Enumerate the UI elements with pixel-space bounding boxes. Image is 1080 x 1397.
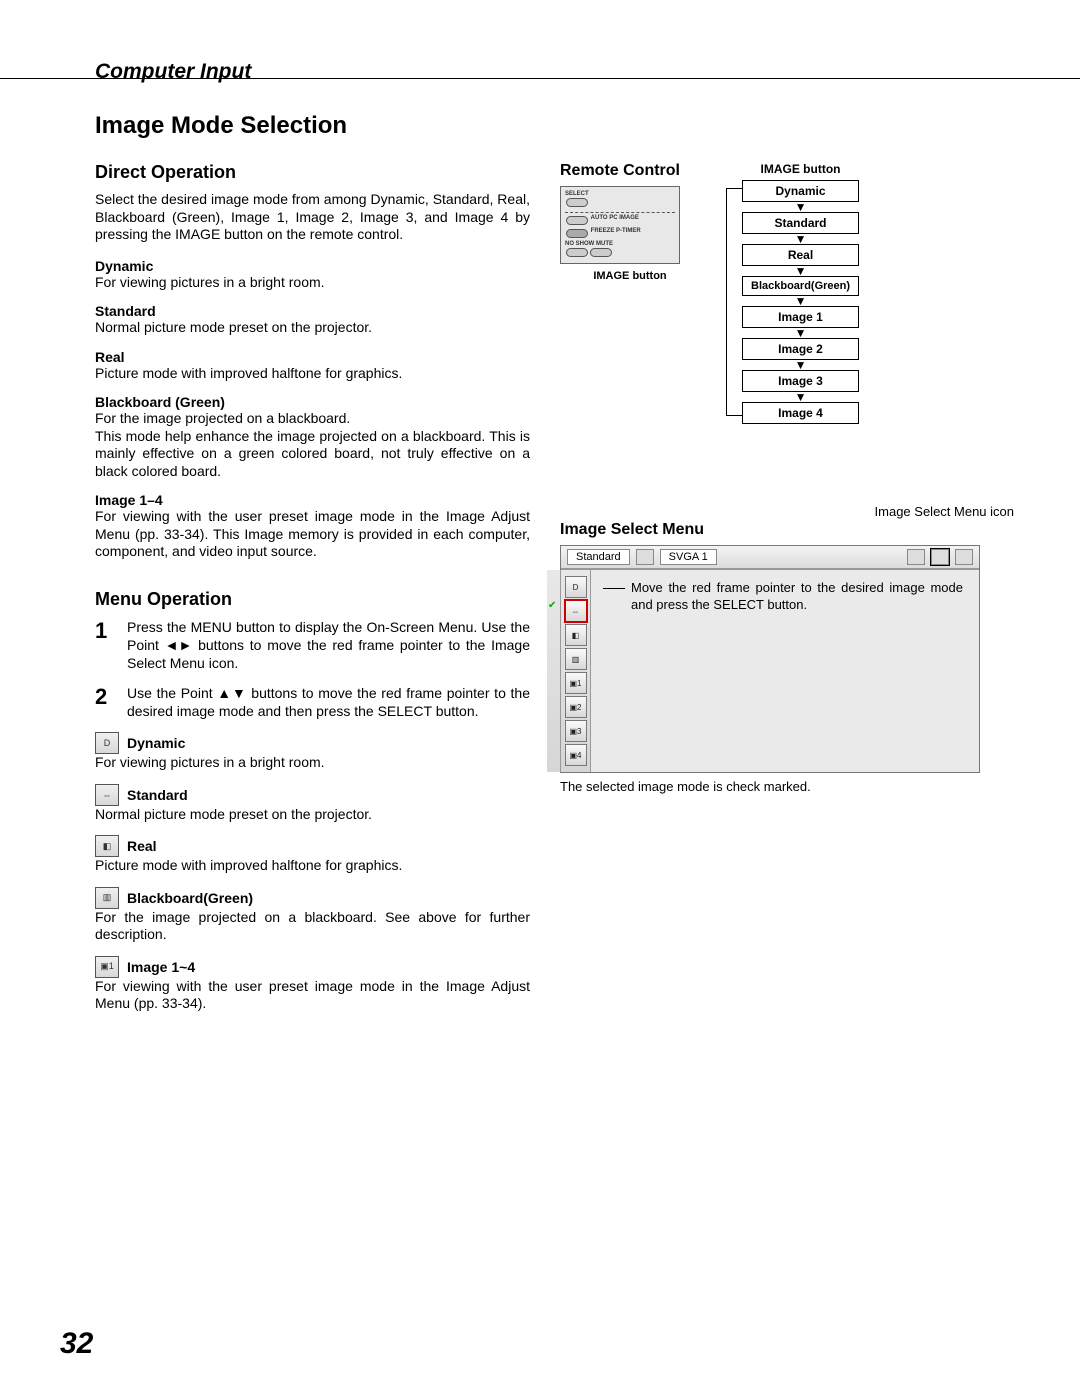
menu-dynamic-title: Dynamic — [127, 735, 185, 751]
flow-image1: Image 1 — [742, 306, 859, 328]
step-2: 2 Use the Point ▲▼ buttons to move the r… — [95, 684, 530, 720]
osd-top-icon2 — [907, 549, 925, 565]
mode-real-title: Real — [95, 349, 530, 365]
menu-real-desc: Picture mode with improved halftone for … — [95, 857, 530, 875]
menu-blackboard-desc: For the image projected on a blackboard.… — [95, 909, 530, 944]
menu-standard-desc: Normal picture mode preset on the projec… — [95, 806, 530, 824]
osd-top-bar: Standard SVGA 1 — [561, 546, 979, 570]
osd-icon-dynamic: D — [565, 576, 587, 598]
real-icon: ◧ — [95, 835, 119, 857]
menu-image14-title: Image 1~4 — [127, 959, 195, 975]
page-title: Image Mode Selection — [95, 112, 1020, 140]
mode-blackboard-desc2: This mode help enhance the image project… — [95, 428, 530, 481]
mode-image14-title: Image 1–4 — [95, 492, 530, 508]
osd-sidebar: ✔ D ⇔ ◧ ▥ ▣1 ▣2 ▣3 ▣4 — [561, 570, 591, 772]
image-button-flow: IMAGE button Dynamic ▼ Standard ▼ Real ▼… — [742, 162, 859, 424]
osd-caption: The selected image mode is check marked. — [560, 779, 1020, 794]
menu-image14-desc: For viewing with the user preset image m… — [95, 978, 530, 1013]
step-1-text: Press the MENU button to display the On-… — [127, 618, 530, 673]
flow-dynamic: Dynamic — [742, 180, 859, 202]
osd-image-select-icon — [931, 549, 949, 565]
osd-main: Move the red frame pointer to the desire… — [591, 570, 979, 772]
flow-title: IMAGE button — [742, 162, 859, 176]
mode-real-desc: Picture mode with improved halftone for … — [95, 365, 530, 383]
right-column: Remote Control SELECT AUTO PC IMAGE FREE… — [560, 162, 1020, 1025]
mode-dynamic-title: Dynamic — [95, 258, 530, 274]
mode-dynamic-desc: For viewing pictures in a bright room. — [95, 274, 530, 292]
image-button-label: IMAGE button — [560, 270, 700, 282]
step-number-2: 2 — [95, 684, 115, 720]
mode-standard-title: Standard — [95, 303, 530, 319]
osd-resolution-label: SVGA 1 — [660, 549, 717, 565]
osd-top-icon — [636, 549, 654, 565]
osd-screenshot: Standard SVGA 1 ✔ D ⇔ ◧ ▥ ▣1 ▣2 ▣3 — [560, 545, 980, 773]
remote-control-diagram: SELECT AUTO PC IMAGE FREEZE P-TIMER NO S… — [560, 186, 680, 264]
osd-icon-image4: ▣4 — [565, 744, 587, 766]
menu-operation-heading: Menu Operation — [95, 589, 530, 610]
mode-blackboard-title: Blackboard (Green) — [95, 394, 530, 410]
osd-icon-image1: ▣1 — [565, 672, 587, 694]
remote-control-heading: Remote Control — [560, 162, 700, 180]
flow-image3: Image 3 — [742, 370, 859, 392]
mode-image14-desc: For viewing with the user preset image m… — [95, 508, 530, 561]
horizontal-rule — [0, 78, 1080, 79]
dynamic-icon: D — [95, 732, 119, 754]
step-1: 1 Press the MENU button to display the O… — [95, 618, 530, 673]
flow-image4: Image 4 — [742, 402, 859, 424]
menu-dynamic-desc: For viewing pictures in a bright room. — [95, 754, 530, 772]
step-number-1: 1 — [95, 618, 115, 673]
menu-blackboard-title: Blackboard(Green) — [127, 890, 253, 906]
osd-icon-image3: ▣3 — [565, 720, 587, 742]
flow-standard: Standard — [742, 212, 859, 234]
left-column: Direct Operation Select the desired imag… — [95, 162, 530, 1025]
image14-icon: ▣1 — [95, 956, 119, 978]
menu-real-title: Real — [127, 838, 157, 854]
mode-blackboard-desc1: For the image projected on a blackboard. — [95, 410, 530, 428]
osd-mode-label: Standard — [567, 549, 630, 565]
standard-icon: ⇔ — [95, 784, 119, 806]
osd-icon-blackboard: ▥ — [565, 648, 587, 670]
osd-icon-standard: ⇔ — [565, 600, 587, 622]
image-select-menu-heading: Image Select Menu — [560, 521, 1020, 539]
flow-blackboard: Blackboard(Green) — [742, 276, 859, 296]
osd-icon-real: ◧ — [565, 624, 587, 646]
mode-standard-desc: Normal picture mode preset on the projec… — [95, 319, 530, 337]
osd-top-icon3 — [955, 549, 973, 565]
section-header: Computer Input — [95, 60, 1020, 84]
ism-icon-label: Image Select Menu icon — [560, 504, 1020, 519]
page-number: 32 — [60, 1327, 93, 1361]
step-2-text: Use the Point ▲▼ buttons to move the red… — [127, 684, 530, 720]
blackboard-icon: ▥ — [95, 887, 119, 909]
direct-intro: Select the desired image mode from among… — [95, 191, 530, 244]
osd-icon-image2: ▣2 — [565, 696, 587, 718]
osd-hint-text: Move the red frame pointer to the desire… — [631, 580, 963, 612]
direct-operation-heading: Direct Operation — [95, 162, 530, 183]
flow-real: Real — [742, 244, 859, 266]
flow-image2: Image 2 — [742, 338, 859, 360]
menu-standard-title: Standard — [127, 787, 188, 803]
